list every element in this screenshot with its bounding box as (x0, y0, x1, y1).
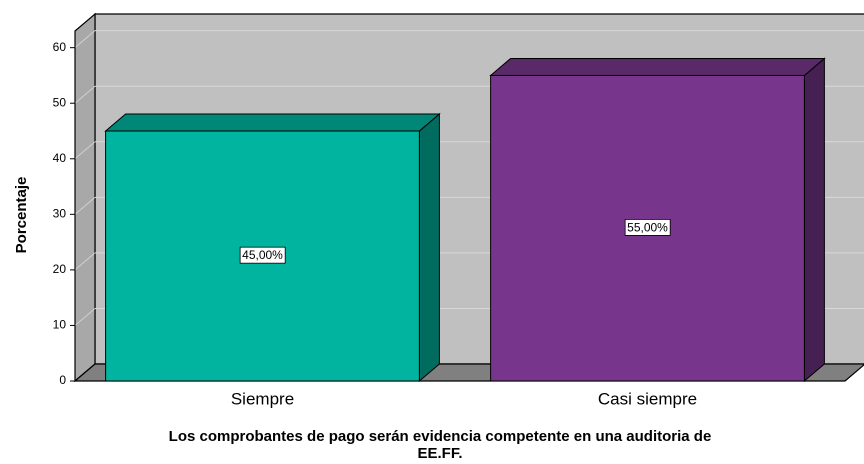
bar-front (490, 74, 805, 382)
left-wall (74, 12, 96, 383)
bar (104, 112, 441, 383)
y-tick-label: 0 (59, 373, 66, 387)
grid-line (74, 252, 96, 271)
y-tick-label: 40 (53, 151, 67, 165)
y-tick-label: 60 (53, 40, 67, 54)
value-label-box (624, 218, 671, 236)
grid-line (74, 196, 96, 215)
y-tick-label: 50 (53, 95, 67, 109)
bar-top (489, 57, 826, 76)
y-axis-label: Porcentaje (13, 177, 30, 254)
value-label: 55,00% (627, 220, 668, 234)
value-label: 45,00% (242, 248, 283, 262)
x-axis-label: Los comprobantes de pago serán evidencia… (169, 428, 712, 462)
y-tick-label: 10 (53, 318, 67, 332)
grid-line (74, 308, 96, 326)
y-tick-label: 20 (53, 262, 67, 276)
value-label-box (239, 246, 286, 264)
bar (489, 57, 826, 383)
grid-line (74, 141, 96, 160)
grid-line (74, 30, 96, 49)
x-tick-label: Siempre (231, 389, 294, 408)
bar-side (803, 57, 825, 383)
y-tick-label: 30 (53, 207, 67, 221)
x-tick-label: Casi siempre (598, 389, 697, 408)
grid-line (74, 85, 96, 104)
bar-top (104, 113, 441, 132)
bar-side (418, 112, 440, 383)
